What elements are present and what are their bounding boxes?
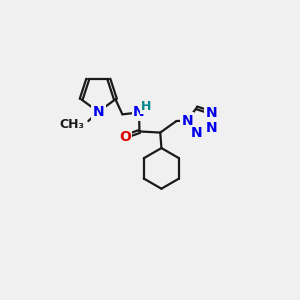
- Text: N: N: [206, 122, 217, 135]
- Text: N: N: [92, 105, 104, 119]
- Text: O: O: [119, 130, 131, 143]
- Text: H: H: [141, 100, 151, 112]
- Text: N: N: [182, 114, 193, 128]
- Text: CH₃: CH₃: [59, 118, 85, 131]
- Text: N: N: [133, 106, 145, 119]
- Text: N: N: [191, 126, 203, 140]
- Text: N: N: [206, 106, 217, 120]
